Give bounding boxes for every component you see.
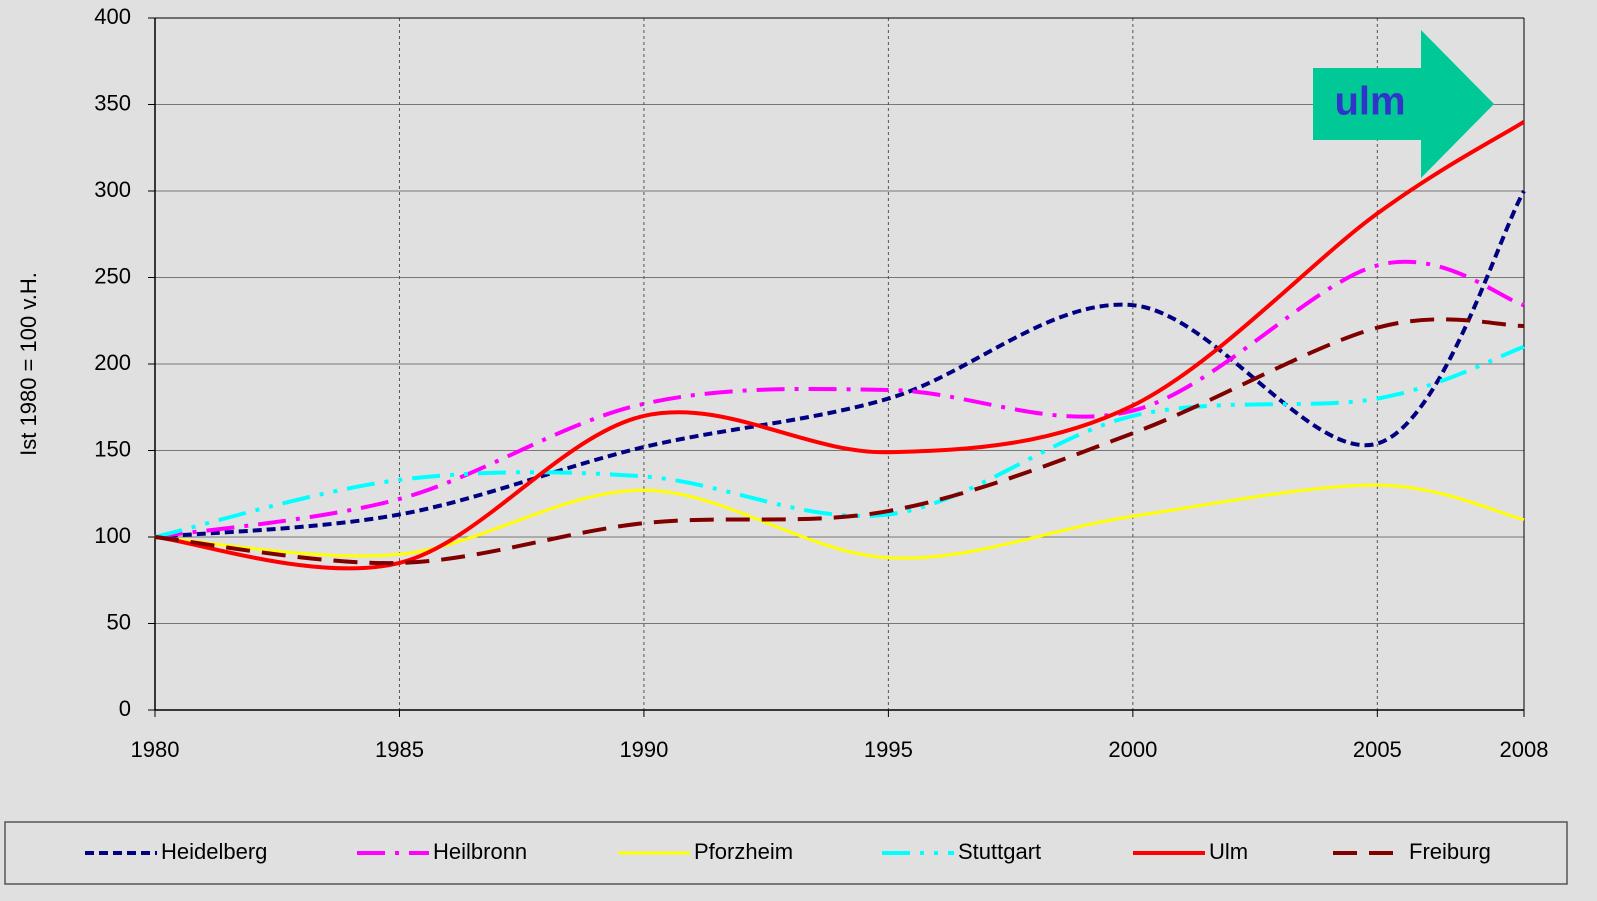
series-line [154,120,1526,571]
series-line [154,189,1526,539]
x-tick-label: 1990 [619,737,668,762]
legend-box [4,821,1568,885]
legend-label: Heidelberg [161,839,267,864]
series-line [154,483,1525,560]
x-tick-label: 1995 [864,737,913,762]
y-tick-label: 300 [94,177,131,202]
y-tick-label: 50 [107,609,131,634]
legend-label: Freiburg [1409,839,1491,864]
series-line [154,259,1525,539]
y-tick-label: 400 [94,4,131,29]
y-tick-label: 0 [119,696,131,721]
x-tick-label: 1980 [131,737,180,762]
y-tick-label: 250 [94,263,131,288]
x-tick-label: 1985 [375,737,424,762]
annotation: ulm [1334,80,1405,124]
legend-label: Pforzheim [694,839,793,864]
x-tick-label: 2000 [1108,737,1157,762]
y-tick-label: 350 [94,90,131,115]
x-tick-label: 2008 [1500,737,1549,762]
annotation-arrow [1313,30,1494,178]
x-tick-label: 2005 [1353,737,1402,762]
y-tick-label: 100 [94,523,131,548]
series-line [154,344,1525,539]
legend-label: Ulm [1209,839,1248,864]
legend-label: Stuttgart [958,839,1041,864]
series-line [154,317,1525,566]
y-tick-label: 200 [94,350,131,375]
plot: 0 50 100 150 200 250 300 350 400 1980 1985 1990 1995… [94,4,1548,762]
y-axis-label: Ist 1980 = 100 v.H. [16,272,41,456]
y-tick-label: 150 [94,436,131,461]
legend-label: Heilbronn [433,839,527,864]
